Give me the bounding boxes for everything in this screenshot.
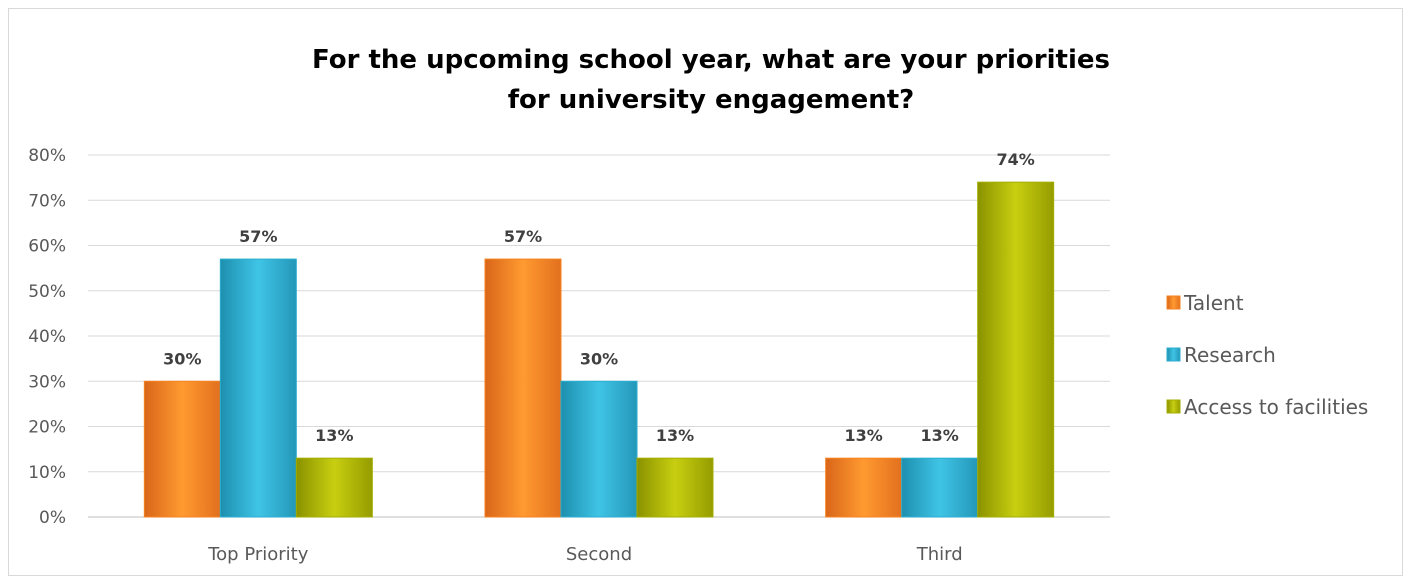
x-category-label: Third <box>916 544 963 565</box>
data-labels: 30% 57% 13% 57% 30% 13% 13% 13% 74% <box>163 150 1035 445</box>
bar-research <box>219 258 297 518</box>
y-tick-label: 0% <box>39 508 66 528</box>
y-tick-label: 40% <box>28 327 66 347</box>
y-tick-label: 10% <box>28 463 66 483</box>
legend-swatch <box>1166 347 1181 362</box>
bar-research <box>560 380 638 518</box>
legend-swatch <box>1166 399 1181 414</box>
y-tick-label: 70% <box>28 191 66 211</box>
legend-label: Talent <box>1183 291 1244 315</box>
bars <box>143 181 1055 518</box>
y-axis: 0% 10% 20% 30% 40% 50% 60% 70% 80% <box>28 146 66 528</box>
chart-title-line-2: for university engagement? <box>507 85 915 115</box>
y-tick-label: 20% <box>28 418 66 438</box>
y-tick-label: 30% <box>28 372 66 392</box>
y-tick-label: 50% <box>28 282 66 302</box>
legend: Talent Research Access to facilities <box>1166 291 1368 419</box>
data-label: 74% <box>997 150 1035 169</box>
legend-label: Access to facilities <box>1184 395 1368 419</box>
data-label: 30% <box>163 349 201 368</box>
bar-talent <box>825 457 903 518</box>
x-category-label: Top Priority <box>207 544 309 565</box>
chart-title: For the upcoming school year, what are y… <box>0 40 1404 120</box>
data-label: 13% <box>921 426 959 445</box>
y-tick-label: 80% <box>28 146 66 166</box>
data-label: 57% <box>239 227 277 246</box>
bar-access-to-facilities <box>636 457 714 518</box>
data-label: 13% <box>656 426 694 445</box>
y-tick-label: 60% <box>28 237 66 257</box>
bar-research <box>901 457 979 518</box>
x-axis: Top Priority Second Third <box>207 544 962 565</box>
bar-talent <box>143 380 221 518</box>
bar-access-to-facilities <box>977 181 1055 518</box>
bar-access-to-facilities <box>295 457 373 518</box>
chart-title-line-1: For the upcoming school year, what are y… <box>312 45 1110 75</box>
legend-label: Research <box>1184 343 1276 367</box>
bar-talent <box>484 258 562 518</box>
legend-swatch <box>1166 295 1181 310</box>
data-label: 30% <box>580 349 618 368</box>
data-label: 13% <box>845 426 883 445</box>
data-label: 57% <box>504 227 542 246</box>
x-category-label: Second <box>566 544 632 565</box>
data-label: 13% <box>315 426 353 445</box>
